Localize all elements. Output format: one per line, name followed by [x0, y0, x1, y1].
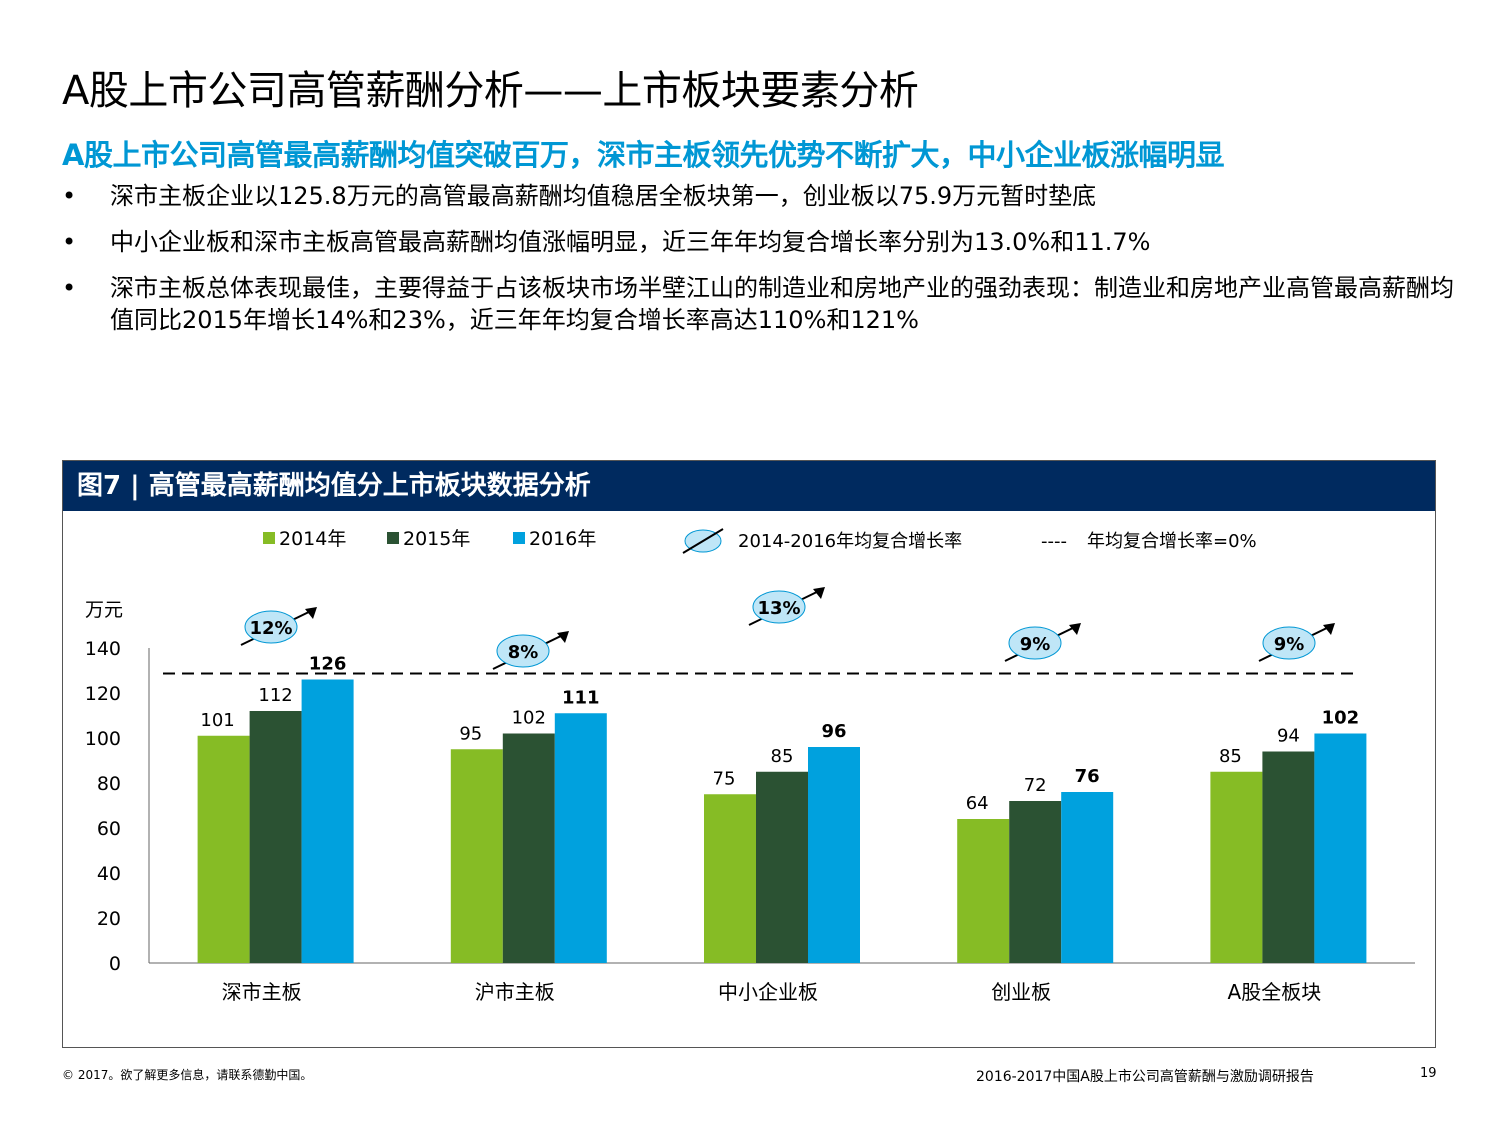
bar-value-label: 101 — [200, 710, 234, 731]
bar-1-1 — [502, 733, 555, 963]
bar-0-1 — [249, 711, 302, 963]
bar-value-label: 102 — [1322, 708, 1360, 729]
bar-1-2 — [554, 713, 607, 963]
legend-swatch — [513, 532, 525, 544]
bar-value-label: 85 — [771, 746, 794, 767]
bullet-text: 中小企业板和深市主板高管最高薪酬均值涨幅明显，近三年年均复合增长率分别为13.0… — [110, 228, 1151, 256]
bar-2-2 — [808, 747, 860, 963]
growth-rate-label: 8% — [508, 642, 539, 663]
growth-arrow-head-icon — [305, 607, 317, 619]
bar-2-0 — [704, 794, 756, 963]
page-title: A股上市公司高管薪酬分析——上市板块要素分析 — [62, 68, 919, 114]
bullet-dot-icon: • — [62, 274, 77, 302]
growth-bubble — [752, 590, 806, 624]
bar-2-1 — [756, 771, 808, 963]
bullet-item: • 深市主板总体表现最佳，主要得益于占该板块市场半壁江山的制造业和房地产业的强劲表… — [62, 272, 1462, 336]
bar-value-label: 94 — [1277, 726, 1300, 747]
growth-arrow-head-icon — [1323, 623, 1335, 635]
page-subtitle: A股上市公司高管最高薪酬均值突破百万，深市主板领先优势不断扩大，中小企业板涨幅明… — [62, 138, 1224, 172]
growth-bubble — [1262, 626, 1316, 660]
legend-label: 2015年 — [403, 528, 470, 550]
growth-rate-label: 9% — [1274, 634, 1305, 655]
bar-value-label: 64 — [966, 793, 989, 814]
growth-arrow-head-icon — [813, 587, 825, 599]
bullet-list: • 深市主板企业以125.8万元的高管最高薪酬均值稳居全板块第一，创业板以75.9… — [62, 180, 1462, 350]
bullet-item: • 中小企业板和深市主板高管最高薪酬均值涨幅明显，近三年年均复合增长率分别为13.… — [62, 226, 1462, 258]
legend-swatch — [263, 532, 275, 544]
footer-copyright: © 2017。欲了解更多信息，请联系德勤中国。 — [62, 1068, 313, 1082]
bar-3-2 — [1061, 792, 1114, 963]
growth-rate-label: 12% — [249, 618, 292, 639]
y-tick-label: 80 — [97, 773, 121, 795]
x-tick-label: A股全板块 — [1228, 980, 1322, 1004]
bar-chart: 万元 0 20 40 60 80 100 120 140 101 112 126 深市主板 95 102 11… — [85, 528, 1415, 1004]
bar-value-label: 102 — [512, 708, 546, 729]
footer-report-title: 2016-2017中国A股上市公司高管薪酬与激励调研报告 — [976, 1069, 1314, 1085]
bullet-text: 深市主板企业以125.8万元的高管最高薪酬均值稳居全板块第一，创业板以75.9万… — [110, 182, 1097, 210]
growth-rate-label: 9% — [1020, 634, 1051, 655]
y-tick-label: 60 — [97, 818, 121, 840]
x-tick-label: 中小企业板 — [718, 980, 818, 1004]
legend-growth-arrow-icon — [682, 528, 724, 554]
x-tick-label: 深市主板 — [222, 980, 302, 1004]
bar-value-label: 72 — [1024, 775, 1047, 796]
legend-label: 2016年 — [529, 528, 596, 550]
growth-rate-label: 13% — [757, 598, 800, 619]
y-tick-label: 20 — [97, 908, 121, 930]
growth-bubble — [244, 610, 298, 644]
bar-4-1 — [1262, 751, 1315, 963]
y-tick-label: 40 — [97, 863, 121, 885]
chart-panel: 图7 | 高管最高薪酬均值分上市板块数据分析 万元 0 20 40 60 80 100 120… — [62, 460, 1436, 1048]
bar-3-0 — [957, 819, 1010, 963]
growth-bubble — [1008, 626, 1062, 660]
bullet-item: • 深市主板企业以125.8万元的高管最高薪酬均值稳居全板块第一，创业板以75.9… — [62, 180, 1462, 212]
bullet-text: 深市主板总体表现最佳，主要得益于占该板块市场半壁江山的制造业和房地产业的强劲表现… — [110, 274, 1454, 334]
chart-panel-title: 图7 | 高管最高薪酬均值分上市板块数据分析 — [63, 461, 1435, 511]
growth-bubble — [496, 634, 550, 668]
y-tick-label: 0 — [109, 953, 121, 975]
legend-reference-line-icon: ---- — [1041, 531, 1067, 552]
bar-4-0 — [1210, 771, 1263, 963]
bar-value-label: 76 — [1075, 766, 1100, 787]
bar-value-label: 112 — [258, 685, 292, 706]
bar-value-label: 75 — [713, 768, 736, 789]
y-tick-label: 100 — [85, 728, 121, 750]
bullet-dot-icon: • — [62, 182, 77, 210]
bar-value-label: 96 — [821, 721, 846, 742]
bar-value-label: 111 — [562, 687, 600, 708]
page-number: 19 — [1420, 1066, 1437, 1081]
legend-swatch — [387, 532, 399, 544]
growth-arrow-head-icon — [557, 631, 569, 643]
bullet-dot-icon: • — [62, 228, 77, 256]
y-tick-label: 120 — [85, 683, 121, 705]
y-tick-label: 140 — [85, 638, 121, 660]
bar-0-0 — [197, 735, 250, 963]
bar-3-1 — [1009, 801, 1062, 963]
y-axis-label: 万元 — [85, 599, 123, 621]
legend-label: 2014年 — [279, 528, 346, 550]
bar-1-0 — [450, 749, 503, 963]
bar-value-label: 85 — [1219, 746, 1242, 767]
bar-value-label: 126 — [309, 654, 347, 675]
bar-value-label: 95 — [459, 723, 482, 744]
growth-arrow-head-icon — [1069, 623, 1081, 635]
legend-reference-label: 年均复合增长率=0% — [1087, 531, 1257, 552]
bar-4-2 — [1314, 733, 1367, 963]
x-tick-label: 沪市主板 — [475, 980, 555, 1004]
x-tick-label: 创业板 — [991, 980, 1051, 1004]
legend-growth-label: 2014-2016年均复合增长率 — [738, 531, 962, 552]
bar-0-2 — [301, 679, 354, 963]
